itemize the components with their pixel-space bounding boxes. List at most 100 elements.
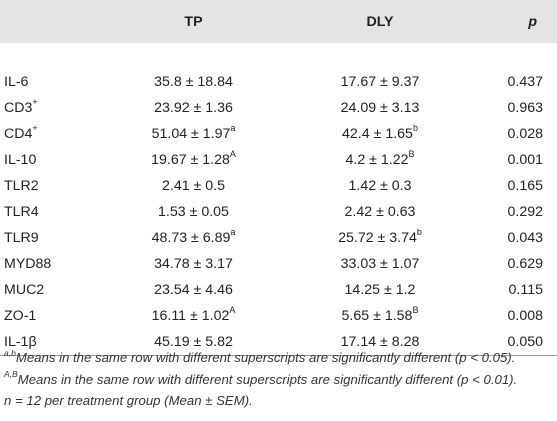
- footnote-line: A,BMeans in the same row with different …: [4, 369, 554, 391]
- tp-value-text: 34.78 ± 3.17: [154, 256, 233, 272]
- dly-value: 2.42 ± 0.63: [275, 199, 485, 225]
- tp-value: 34.78 ± 3.17: [112, 251, 275, 277]
- tp-value: 19.67 ± 1.28A: [112, 147, 275, 173]
- row-label: MUC2: [0, 277, 112, 303]
- superscript: b: [416, 227, 422, 238]
- tp-value: 45.19 ± 5.82: [112, 329, 275, 356]
- row-label: IL-6: [0, 69, 112, 95]
- p-value-text: 0.050: [507, 334, 543, 350]
- tp-value: 48.73 ± 6.89a: [112, 225, 275, 251]
- dly-value-text: 33.03 ± 1.07: [340, 256, 420, 272]
- row-label: TLR2: [0, 173, 112, 199]
- row-label-text: TLR4: [4, 204, 39, 220]
- p-value-text: 0.008: [507, 308, 543, 324]
- row-label: IL-10: [0, 147, 112, 173]
- dly-value-text: 42.4 ± 1.65: [342, 126, 413, 142]
- table-row: TLR2 2.41 ± 0.5 1.42 ± 0.3 0.165: [0, 173, 557, 199]
- superscript: A: [229, 149, 236, 160]
- p-value-text: 0.165: [507, 178, 543, 194]
- dly-value-text: 17.67 ± 9.37: [340, 74, 420, 90]
- table-row: ZO-1 16.11 ± 1.02A 5.65 ± 1.58B 0.008: [0, 303, 557, 329]
- spacer-row: [0, 43, 557, 69]
- tp-value-text: 2.41 ± 0.5: [161, 178, 225, 194]
- dly-value: 5.65 ± 1.58B: [275, 303, 485, 329]
- table-row: CD3+ 23.92 ± 1.36 24.09 ± 3.13 0.963: [0, 95, 557, 121]
- dly-value: 25.72 ± 3.74b: [275, 225, 485, 251]
- superscript: B: [412, 305, 419, 316]
- header-tp: TP: [184, 13, 203, 30]
- dly-value: 33.03 ± 1.07: [275, 251, 485, 277]
- dly-value-text: 5.65 ± 1.58: [341, 308, 413, 324]
- superscript: B: [408, 149, 415, 160]
- row-label-text: IL-10: [4, 152, 37, 168]
- footnote-superscript: a,b: [4, 347, 16, 358]
- tp-value: 16.11 ± 1.02A: [112, 303, 275, 329]
- dly-value: 14.25 ± 1.2: [275, 277, 485, 303]
- dly-value: 24.09 ± 3.13: [275, 95, 485, 121]
- table-row: TLR9 48.73 ± 6.89a 25.72 ± 3.74b 0.043: [0, 225, 557, 251]
- dly-value-text: 1.42 ± 0.3: [348, 178, 412, 194]
- row-label-text: CD4: [4, 126, 33, 142]
- p-value-text: 0.629: [507, 256, 543, 272]
- tp-value-text: 51.04 ± 1.97: [151, 126, 231, 142]
- dly-value: 4.2 ± 1.22B: [275, 147, 485, 173]
- row-label-text: MYD88: [4, 256, 52, 272]
- dly-value-text: 2.42 ± 0.63: [344, 204, 416, 220]
- row-label-text: CD3: [4, 100, 33, 116]
- p-value: 0.050: [485, 329, 557, 356]
- superscript: b: [412, 123, 418, 134]
- tp-value: 2.41 ± 0.5: [112, 173, 275, 199]
- table-body: IL-6 35.8 ± 18.84 17.67 ± 9.37 0.437 CD3+ 23.…: [0, 43, 557, 356]
- table-row: IL-1β 45.19 ± 5.82 17.14 ± 8.28 0.050: [0, 329, 557, 356]
- p-value: 0.001: [485, 147, 557, 173]
- table-row: MUC2 23.54 ± 4.46 14.25 ± 1.2 0.115: [0, 277, 557, 303]
- dly-value: 17.67 ± 9.37: [275, 69, 485, 95]
- superscript: +: [32, 123, 38, 134]
- superscript: A: [229, 305, 236, 316]
- tp-value-text: 19.67 ± 1.28: [151, 152, 230, 168]
- row-label: CD3+: [0, 95, 112, 121]
- p-value-text: 0.043: [507, 230, 543, 246]
- row-label-text: IL-6: [4, 74, 29, 90]
- tp-value: 51.04 ± 1.97a: [112, 121, 275, 147]
- header-row: TP DLY p: [0, 0, 557, 43]
- p-value: 0.115: [485, 277, 557, 303]
- p-value: 0.008: [485, 303, 557, 329]
- p-value-text: 0.963: [507, 100, 543, 116]
- dly-value-text: 25.72 ± 3.74: [338, 230, 417, 246]
- p-value-text: 0.001: [507, 152, 543, 168]
- row-label-text: ZO-1: [4, 308, 37, 324]
- p-value: 0.629: [485, 251, 557, 277]
- table-row: MYD88 34.78 ± 3.17 33.03 ± 1.07 0.629: [0, 251, 557, 277]
- row-label: TLR9: [0, 225, 112, 251]
- p-value-text: 0.028: [507, 126, 543, 142]
- dly-value: 17.14 ± 8.28: [275, 329, 485, 356]
- table-row: TLR4 1.53 ± 0.05 2.42 ± 0.63 0.292: [0, 199, 557, 225]
- tp-value-text: 1.53 ± 0.05: [158, 204, 229, 220]
- p-value-text: 0.437: [507, 74, 543, 90]
- row-label: MYD88: [0, 251, 112, 277]
- row-label-text: IL-1β: [4, 334, 37, 350]
- dly-value-text: 17.14 ± 8.28: [340, 334, 420, 350]
- table-row: IL-10 19.67 ± 1.28A 4.2 ± 1.22B 0.001: [0, 147, 557, 173]
- superscript: a: [230, 227, 236, 238]
- dly-value-text: 24.09 ± 3.13: [340, 100, 420, 116]
- superscript: a: [230, 123, 236, 134]
- p-value: 0.963: [485, 95, 557, 121]
- table-row: IL-6 35.8 ± 18.84 17.67 ± 9.37 0.437: [0, 69, 557, 95]
- tp-value: 1.53 ± 0.05: [112, 199, 275, 225]
- p-value: 0.028: [485, 121, 557, 147]
- header-blank: [0, 0, 112, 43]
- p-value: 0.165: [485, 173, 557, 199]
- footnotes: a,bMeans in the same row with different …: [4, 347, 554, 412]
- footnote-text: Means in the same row with different sup…: [15, 350, 516, 365]
- p-value-text: 0.292: [507, 204, 543, 220]
- row-label-text: TLR2: [4, 178, 39, 194]
- tp-value-text: 48.73 ± 6.89: [151, 230, 231, 246]
- p-value: 0.437: [485, 69, 557, 95]
- header-dly: DLY: [366, 13, 394, 30]
- dly-value-text: 4.2 ± 1.22: [345, 152, 409, 168]
- dly-value-text: 14.25 ± 1.2: [344, 282, 416, 298]
- row-label-text: MUC2: [4, 282, 45, 298]
